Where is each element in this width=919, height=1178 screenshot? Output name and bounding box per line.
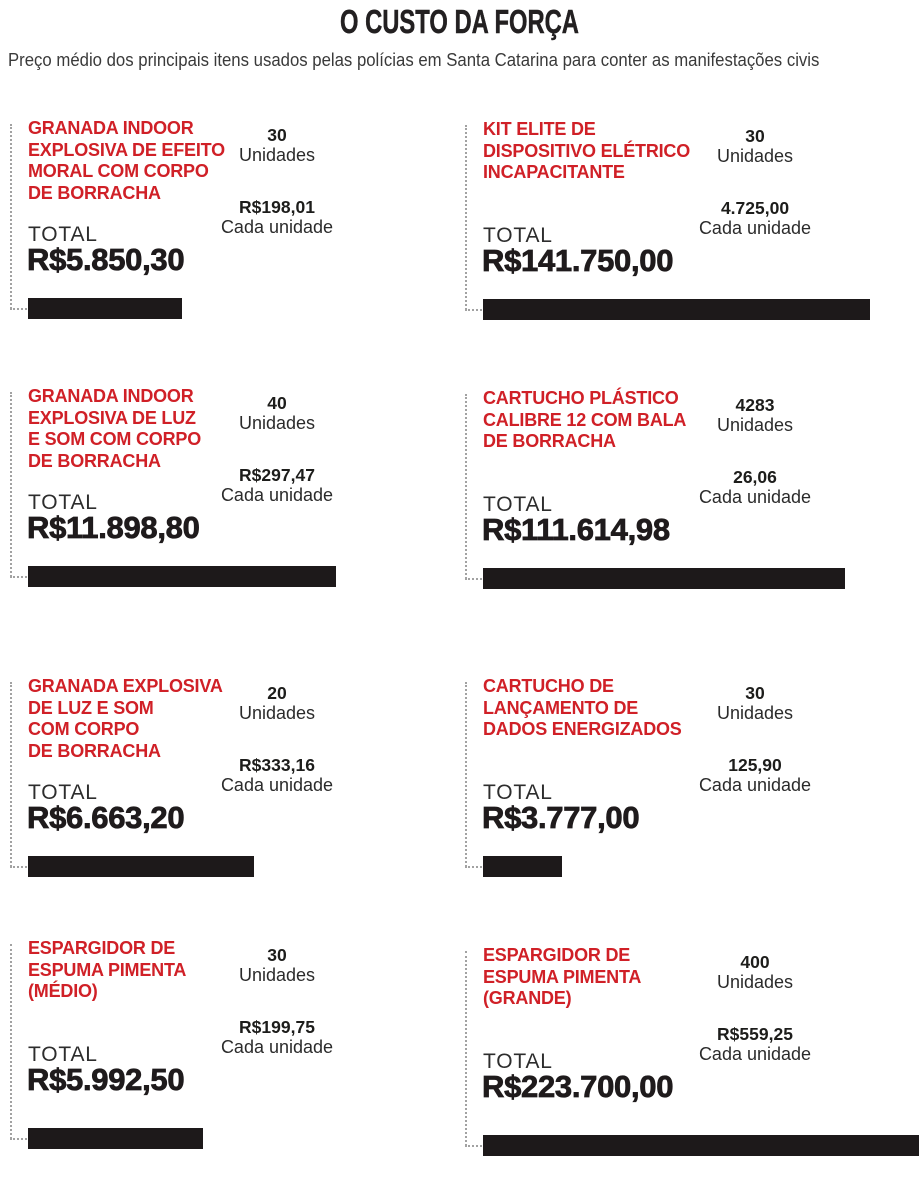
quantity-label: Unidades [716,972,794,992]
total-label: TOTAL [28,781,98,804]
quantity-value: 40 [267,393,287,413]
unit-price-label: Cada unidade [698,1044,812,1064]
page-subtitle: Preço médio dos principais itens usados … [8,50,820,70]
total-value: R$11.898,80 [27,510,201,546]
total-value: R$3.777,00 [482,800,640,836]
item-title: GRANADA INDOOR EXPLOSIVA DE EFEITO MORAL… [28,118,225,203]
quantity-label: Unidades [716,703,794,723]
item-title: CARTUCHO DE LANÇAMENTO DE DADOS ENERGIZA… [483,676,682,739]
unit-price-value: R$559,25 [717,1024,793,1044]
quantity-value: 30 [745,126,765,146]
dotted-connector-horizontal [10,308,27,310]
quantity-block: 40 Unidades [197,393,357,433]
quantity-block: 20 Unidades [197,683,357,723]
dotted-connector-vertical [10,392,12,577]
item-title: CARTUCHO PLÁSTICO CALIBRE 12 COM BALA DE… [483,388,687,451]
item-title: ESPARGIDOR DE ESPUMA PIMENTA (GRANDE) [483,945,642,1008]
total-bar [483,856,562,877]
item-title: ESPARGIDOR DE ESPUMA PIMENTA (MÉDIO) [28,938,187,1001]
total-value: R$223.700,00 [482,1069,674,1105]
quantity-label: Unidades [238,145,316,165]
unit-price-label: Cada unidade [698,487,812,507]
quantity-label: Unidades [238,413,316,433]
dotted-connector-horizontal [465,866,482,868]
total-bar [28,566,336,587]
total-bar [28,298,182,319]
total-label: TOTAL [483,224,553,247]
quantity-block: 400 Unidades [675,952,835,992]
unit-price-block: R$297,47 Cada unidade [197,465,357,505]
total-value: R$141.750,00 [482,243,674,279]
unit-price-block: R$198,01 Cada unidade [197,197,357,237]
unit-price-value: R$333,16 [239,755,315,775]
total-label: TOTAL [28,491,98,514]
total-bar [483,568,845,589]
unit-price-block: R$199,75 Cada unidade [197,1017,357,1057]
item-title: KIT ELITE DE DISPOSITIVO ELÉTRICO INCAPA… [483,119,691,182]
total-label: TOTAL [28,223,98,246]
total-label: TOTAL [483,1050,553,1073]
quantity-value: 30 [267,945,287,965]
total-bar [483,299,870,320]
total-value: R$5.992,50 [27,1062,185,1098]
total-bar [483,1135,919,1156]
unit-price-value: 26,06 [733,467,777,487]
unit-price-label: Cada unidade [698,218,812,238]
dotted-connector-horizontal [10,1138,27,1140]
dotted-connector-vertical [465,394,467,579]
page-title: O CUSTO DA FORÇA [340,3,579,41]
unit-price-label: Cada unidade [220,485,334,505]
dotted-connector-vertical [10,682,12,867]
total-value: R$6.663,20 [27,800,185,836]
unit-price-label: Cada unidade [220,217,334,237]
unit-price-block: 26,06 Cada unidade [675,467,835,507]
unit-price-value: R$199,75 [239,1017,315,1037]
total-label: TOTAL [483,493,553,516]
dotted-connector-vertical [465,682,467,867]
dotted-connector-horizontal [465,578,482,580]
quantity-block: 30 Unidades [675,126,835,166]
unit-price-block: R$559,25 Cada unidade [675,1024,835,1064]
quantity-block: 30 Unidades [197,125,357,165]
dotted-connector-vertical [465,951,467,1146]
quantity-value: 400 [740,952,770,972]
total-bar [28,856,254,877]
unit-price-block: R$333,16 Cada unidade [197,755,357,795]
quantity-value: 30 [745,683,765,703]
dotted-connector-vertical [10,124,12,309]
unit-price-label: Cada unidade [698,775,812,795]
quantity-label: Unidades [238,965,316,985]
quantity-label: Unidades [238,703,316,723]
quantity-label: Unidades [716,415,794,435]
item-title: GRANADA EXPLOSIVA DE LUZ E SOM COM CORPO… [28,676,223,761]
unit-price-value: R$198,01 [239,197,315,217]
quantity-block: 30 Unidades [197,945,357,985]
quantity-block: 4283 Unidades [675,395,835,435]
unit-price-value: R$297,47 [239,465,315,485]
dotted-connector-horizontal [10,866,27,868]
unit-price-block: 4.725,00 Cada unidade [675,198,835,238]
unit-price-block: 125,90 Cada unidade [675,755,835,795]
quantity-value: 30 [267,125,287,145]
total-label: TOTAL [28,1043,98,1066]
quantity-value: 4283 [735,395,775,415]
quantity-block: 30 Unidades [675,683,835,723]
dotted-connector-horizontal [465,309,482,311]
unit-price-value: 4.725,00 [720,198,790,218]
total-value: R$111.614,98 [482,512,671,548]
quantity-value: 20 [267,683,287,703]
quantity-label: Unidades [716,146,794,166]
dotted-connector-vertical [465,125,467,310]
total-bar [28,1128,203,1149]
dotted-connector-horizontal [465,1145,482,1147]
unit-price-label: Cada unidade [220,1037,334,1057]
total-label: TOTAL [483,781,553,804]
item-title: GRANADA INDOOR EXPLOSIVA DE LUZ E SOM CO… [28,386,202,471]
unit-price-value: 125,90 [728,755,782,775]
total-value: R$5.850,30 [27,242,185,278]
unit-price-label: Cada unidade [220,775,334,795]
dotted-connector-vertical [10,944,12,1139]
dotted-connector-horizontal [10,576,27,578]
